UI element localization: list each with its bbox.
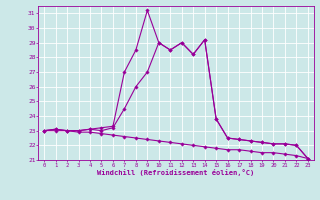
X-axis label: Windchill (Refroidissement éolien,°C): Windchill (Refroidissement éolien,°C) <box>97 169 255 176</box>
